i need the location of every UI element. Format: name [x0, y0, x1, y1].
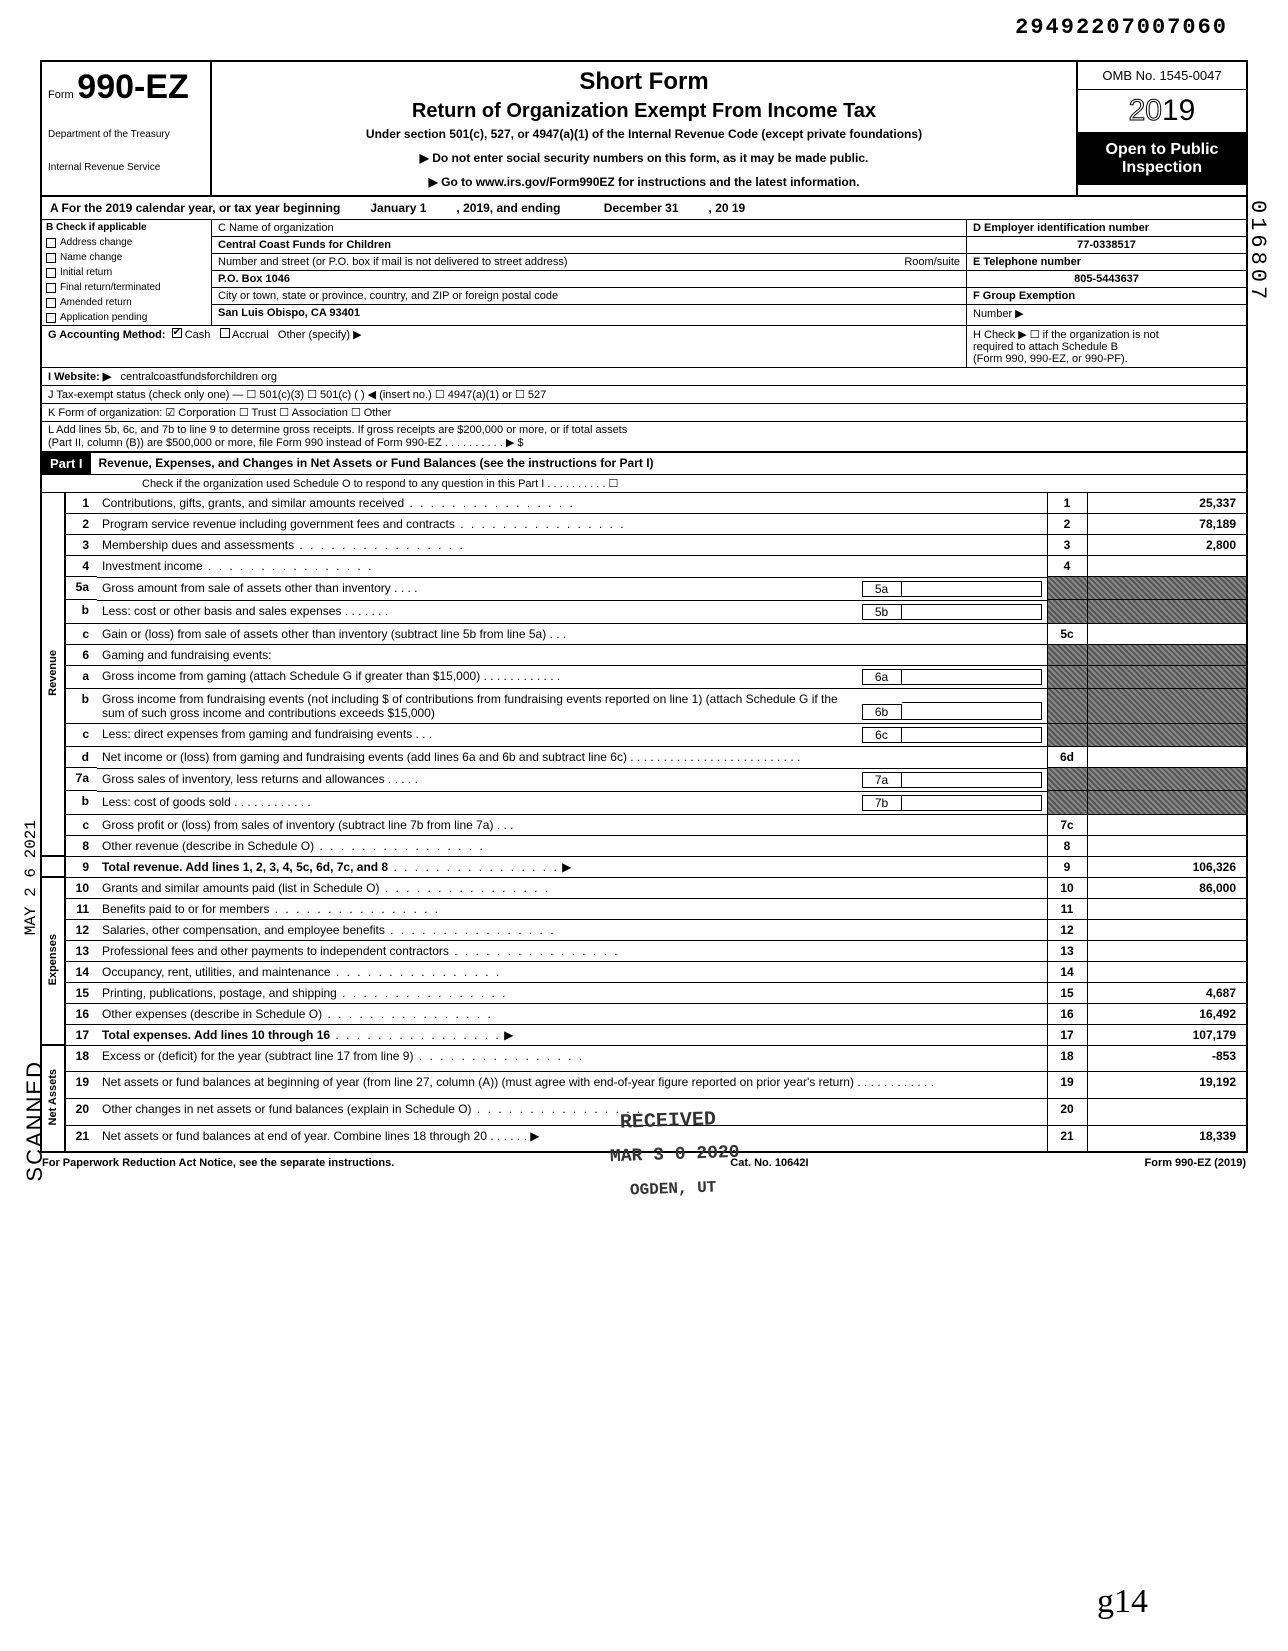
row-k-form-org: K Form of organization: ☑ Corporation ☐ …: [40, 403, 1248, 421]
h-schedule-b: H Check ▶ ☐ if the organization is notre…: [966, 326, 1246, 367]
part1-tab: Part I: [42, 453, 91, 474]
dept-irs: Internal Revenue Service: [48, 162, 204, 173]
label-phone: E Telephone number: [973, 256, 1081, 268]
phone-value: 805-5443637: [967, 271, 1246, 288]
subtitle: Under section 501(c), 527, or 4947(a)(1)…: [222, 127, 1066, 141]
received-stamp: RECEIVED: [620, 1108, 717, 1134]
col-b-checkboxes: B Check if applicable Address change Nam…: [42, 220, 212, 325]
row-i-website: I Website: ▶ centralcoastfundsforchildre…: [40, 367, 1248, 385]
side-code: 016807: [1245, 200, 1270, 303]
col-de: D Employer identification number 77-0338…: [966, 220, 1246, 325]
chk-accrual[interactable]: [220, 328, 230, 338]
dept-treasury: Department of the Treasury: [48, 129, 204, 140]
entity-block: B Check if applicable Address change Nam…: [40, 220, 1248, 325]
chk-initial-return[interactable]: [46, 268, 56, 278]
label-street: Number and street (or P.O. box if mail i…: [218, 256, 568, 268]
org-name: Central Coast Funds for Children: [218, 239, 391, 251]
col-c-name-addr: C Name of organization Central Coast Fun…: [212, 220, 966, 325]
row-g-h: G Accounting Method: Cash Accrual Other …: [40, 325, 1248, 367]
part1-table: Revenue 1Contributions, gifts, grants, a…: [40, 492, 1248, 1153]
scan-date-stamp: MAY 2 6 2021: [22, 820, 40, 935]
label-group-exempt: F Group Exemption: [973, 290, 1075, 302]
part1-sub: Check if the organization used Schedule …: [40, 474, 1248, 492]
chk-amended[interactable]: [46, 298, 56, 308]
side-revenue: Revenue: [47, 630, 59, 716]
row-a-tax-year: A For the 2019 calendar year, or tax yea…: [40, 197, 1248, 220]
label-ein: D Employer identification number: [973, 222, 1149, 234]
dln-number: 29492207007060: [1015, 15, 1228, 40]
open-inspection: Open to Public Inspection: [1078, 133, 1246, 185]
footer-form: Form 990-EZ (2019): [1145, 1157, 1246, 1169]
form-header: Form 990-EZ Department of the Treasury I…: [40, 60, 1248, 197]
org-street: P.O. Box 1046: [218, 273, 290, 285]
handwritten-mark: g14: [1097, 1583, 1148, 1621]
scanned-stamp: SCANNED: [22, 1060, 48, 1182]
org-city: San Luis Obispo, CA 93401: [218, 307, 360, 319]
side-expenses: Expenses: [47, 914, 59, 1005]
note-url: ▶ Go to www.irs.gov/Form990EZ for instru…: [222, 175, 1066, 189]
row-l-gross: L Add lines 5b, 6c, and 7b to line 9 to …: [40, 421, 1248, 451]
tax-year: 2019: [1078, 90, 1246, 133]
received-ogden: OGDEN, UT: [630, 1178, 717, 1199]
chk-address-change[interactable]: [46, 238, 56, 248]
website-value: centralcoastfundsforchildren org: [120, 371, 277, 383]
part1-title: Revenue, Expenses, and Changes in Net As…: [91, 453, 1246, 474]
footer-catno: Cat. No. 10642I: [730, 1157, 808, 1169]
title-short-form: Short Form: [222, 68, 1066, 96]
label-city: City or town, state or province, country…: [218, 290, 558, 302]
omb-number: OMB No. 1545-0047: [1078, 62, 1246, 90]
form-number: 990-EZ: [77, 68, 189, 106]
chk-final-return[interactable]: [46, 283, 56, 293]
side-net-assets: Net Assets: [47, 1049, 59, 1145]
form-prefix: Form: [48, 89, 74, 101]
note-ssn: ▶ Do not enter social security numbers o…: [222, 151, 1066, 165]
label-room: Room/suite: [904, 256, 960, 268]
part1-header: Part I Revenue, Expenses, and Changes in…: [40, 451, 1248, 474]
label-org-name: C Name of organization: [218, 222, 334, 234]
label-group-number: Number ▶: [973, 308, 1024, 320]
ein-value: 77-0338517: [967, 237, 1246, 254]
title-return: Return of Organization Exempt From Incom…: [222, 100, 1066, 123]
row-j-status: J Tax-exempt status (check only one) — ☐…: [40, 385, 1248, 403]
footer-notice: For Paperwork Reduction Act Notice, see …: [42, 1157, 394, 1169]
chk-name-change[interactable]: [46, 253, 56, 263]
chk-app-pending[interactable]: [46, 313, 56, 323]
chk-cash[interactable]: [172, 328, 182, 338]
